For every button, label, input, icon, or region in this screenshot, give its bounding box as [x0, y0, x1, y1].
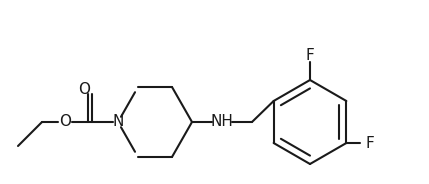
Text: F: F: [366, 135, 375, 151]
Text: O: O: [59, 114, 71, 130]
Text: O: O: [78, 82, 90, 96]
Text: F: F: [305, 49, 314, 63]
Text: N: N: [112, 114, 124, 130]
Text: NH: NH: [211, 114, 233, 130]
